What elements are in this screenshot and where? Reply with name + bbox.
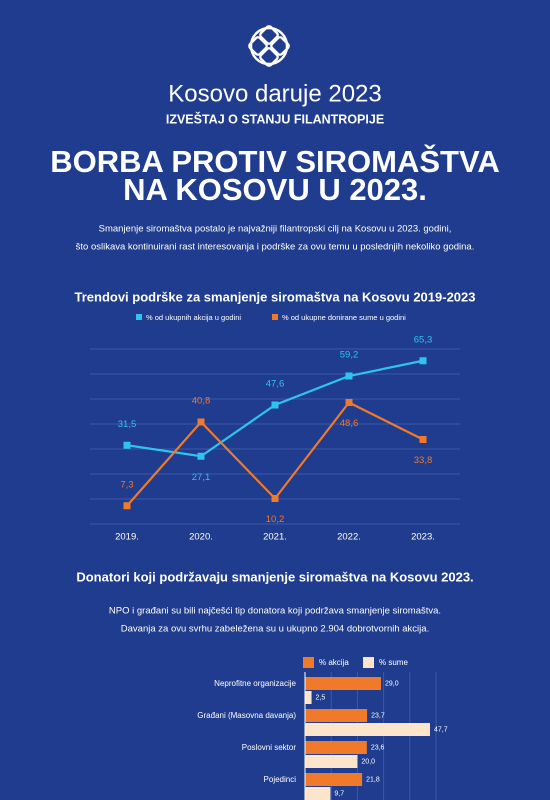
point bbox=[345, 372, 353, 380]
section-text: NPO i građani su bili najčešći tip donat… bbox=[109, 606, 441, 617]
bar bbox=[305, 723, 430, 736]
bar bbox=[305, 787, 331, 800]
x-tick-label: 2022. bbox=[337, 532, 361, 543]
y-tick-label: Poslovni sektor bbox=[242, 743, 297, 752]
legend-label: % od ukupnih akcija u godini bbox=[146, 313, 241, 322]
value-label: 7,3 bbox=[120, 479, 133, 490]
value-label: 20,0 bbox=[361, 758, 375, 765]
x-tick-label: 2020. bbox=[189, 532, 213, 543]
x-tick-label: 2021. bbox=[263, 532, 287, 543]
intro: Smanjenje siromaštva postalo je najvažni… bbox=[99, 224, 452, 235]
value-label: 9,7 bbox=[334, 790, 344, 797]
legend-swatch bbox=[303, 657, 314, 668]
point bbox=[197, 418, 205, 426]
value-label: 47,7 bbox=[434, 726, 448, 733]
bar bbox=[305, 755, 358, 768]
value-label: 27,1 bbox=[192, 472, 211, 483]
value-label: 10,2 bbox=[266, 514, 285, 525]
value-label: 48,6 bbox=[340, 418, 359, 429]
value-label: 31,5 bbox=[118, 419, 137, 430]
y-tick-label: Građani (Masovna davanja) bbox=[197, 711, 296, 720]
legend-label: % akcija bbox=[319, 658, 349, 667]
bar bbox=[305, 709, 368, 722]
point bbox=[419, 436, 427, 443]
subtitle: IZVEŠTAJ O STANJU FILANTROPIJE bbox=[166, 111, 384, 126]
y-tick-label: Pojedinci bbox=[264, 775, 297, 784]
value-label: 33,8 bbox=[414, 455, 433, 466]
point bbox=[345, 399, 353, 406]
point bbox=[271, 495, 279, 502]
value-label: 59,2 bbox=[340, 350, 359, 361]
legend-swatch bbox=[136, 314, 142, 320]
bar bbox=[305, 691, 312, 704]
point bbox=[123, 441, 131, 449]
point bbox=[271, 401, 279, 409]
value-label: 23,7 bbox=[371, 712, 385, 719]
section-title: Donatori koji podržavaju smanjenje sirom… bbox=[76, 569, 473, 584]
point bbox=[123, 502, 131, 510]
logo bbox=[248, 25, 290, 67]
bar bbox=[305, 677, 381, 690]
chart-title: Trendovi podrške za smanjenje siromaštva… bbox=[74, 289, 475, 304]
x-tick-label: 2019. bbox=[115, 532, 139, 543]
value-label: 40,8 bbox=[192, 396, 211, 407]
value-label: 21,8 bbox=[366, 776, 380, 783]
value-label: 29,0 bbox=[385, 680, 399, 687]
title: NA KOSOVU U 2023. bbox=[123, 172, 427, 207]
legend-swatch bbox=[272, 314, 278, 320]
bar bbox=[305, 741, 367, 754]
legend-label: % od ukupne donirane sume u godini bbox=[282, 313, 406, 322]
x-tick-label: 2023. bbox=[411, 532, 435, 543]
title: BORBA PROTIV SIROMAŠTVA bbox=[50, 143, 500, 179]
legend-swatch bbox=[363, 657, 374, 668]
y-tick-label: Neprofitne organizacije bbox=[214, 679, 296, 688]
value-label: 65,3 bbox=[414, 334, 433, 345]
intro: što oslikava kontinuirani rast interesov… bbox=[76, 242, 475, 253]
value-label: 2,5 bbox=[316, 694, 326, 701]
value-label: 47,6 bbox=[266, 379, 285, 390]
brand: Kosovo daruje 2023 bbox=[168, 80, 382, 107]
value-label: 23,6 bbox=[371, 744, 385, 751]
section-text: Davanja za ovu svrhu zabeležena su u uku… bbox=[121, 624, 429, 635]
bar bbox=[305, 773, 363, 786]
legend-label: % sume bbox=[379, 658, 408, 667]
point bbox=[419, 357, 427, 365]
point bbox=[197, 452, 205, 460]
